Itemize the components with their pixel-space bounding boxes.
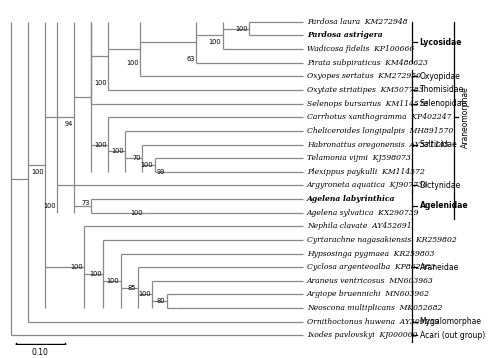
Text: 0.10: 0.10 (32, 348, 48, 357)
Text: Plexippus paykulli  KM114572: Plexippus paykulli KM114572 (306, 168, 424, 176)
Text: 99: 99 (157, 169, 165, 175)
Text: Cyrtarachne nagasakiensis  KR259802: Cyrtarachne nagasakiensis KR259802 (306, 236, 456, 244)
Text: Salticidae: Salticidae (420, 140, 458, 149)
Text: 85: 85 (128, 285, 136, 291)
Text: Oxyopidae: Oxyopidae (420, 72, 461, 81)
Text: Argiope bruennichi  MN603962: Argiope bruennichi MN603962 (306, 290, 430, 299)
Text: Pardosa astrigera: Pardosa astrigera (306, 32, 382, 39)
Text: Ornithoctonus huwena  AY309259: Ornithoctonus huwena AY309259 (306, 318, 439, 326)
Text: Wadicosa fidelis  KP100666: Wadicosa fidelis KP100666 (306, 45, 414, 53)
Text: Agelena sylvatica  KX290739: Agelena sylvatica KX290739 (306, 209, 419, 217)
Text: Mygalomorphae: Mygalomorphae (420, 317, 482, 326)
Text: 100: 100 (140, 162, 153, 168)
Text: 100: 100 (43, 203, 56, 209)
Text: Pirata subpiraticus  KM486623: Pirata subpiraticus KM486623 (306, 59, 428, 67)
Text: 100: 100 (106, 278, 119, 284)
Text: Thomisidae: Thomisidae (420, 86, 464, 95)
Text: Habronattus oregonensis  AY571145: Habronattus oregonensis AY571145 (306, 140, 448, 149)
Text: Agelena labyrinthica: Agelena labyrinthica (306, 195, 395, 203)
Text: Agelenidae: Agelenidae (420, 201, 468, 211)
Text: Carrhotus xanthogramma  KP402247: Carrhotus xanthogramma KP402247 (306, 113, 451, 121)
Text: 63: 63 (186, 55, 194, 62)
Text: Selenopidae: Selenopidae (420, 99, 467, 108)
Text: 100: 100 (94, 80, 107, 86)
Text: Hypsosinga pygmaea  KR259803: Hypsosinga pygmaea KR259803 (306, 250, 434, 257)
Text: 100: 100 (126, 60, 138, 66)
Text: Neoscona multiplicans  MK052682: Neoscona multiplicans MK052682 (306, 304, 442, 312)
Text: 94: 94 (64, 121, 73, 127)
Text: Telamonia vijmi  KJ598073: Telamonia vijmi KJ598073 (306, 154, 410, 162)
Text: Araneomorphae: Araneomorphae (461, 86, 470, 148)
Text: 100: 100 (236, 26, 248, 32)
Text: Oxytate striatipes  KM507783: Oxytate striatipes KM507783 (306, 86, 423, 94)
Text: Araneus ventricosus  MN603963: Araneus ventricosus MN603963 (306, 277, 434, 285)
Text: Argyroneta aquatica  KJ907736: Argyroneta aquatica KJ907736 (306, 182, 428, 189)
Text: Oxyopes sertatus  KM272950: Oxyopes sertatus KM272950 (306, 72, 420, 80)
Text: Nephila clavate  AY452691: Nephila clavate AY452691 (306, 222, 412, 230)
Text: Acari (out group): Acari (out group) (420, 331, 485, 340)
Text: Araneidae: Araneidae (420, 263, 459, 272)
Text: 100: 100 (70, 264, 82, 270)
Text: Cheliceroides longipalpis  MH891570: Cheliceroides longipalpis MH891570 (306, 127, 453, 135)
Text: 100: 100 (90, 271, 102, 277)
Text: 100: 100 (208, 39, 221, 45)
Text: 70: 70 (132, 155, 141, 161)
Text: 100: 100 (130, 210, 143, 216)
Text: Cyclosa argenteoalba  KP862583: Cyclosa argenteoalba KP862583 (306, 263, 435, 271)
Text: 100: 100 (31, 169, 44, 175)
Text: Pardosa laura  KM272948: Pardosa laura KM272948 (306, 18, 408, 26)
Text: Selenops bursarius  KM114573: Selenops bursarius KM114573 (306, 100, 428, 108)
Text: Lycosidae: Lycosidae (420, 38, 462, 47)
Text: 100: 100 (112, 148, 124, 154)
Text: 100: 100 (94, 141, 107, 147)
Text: 80: 80 (156, 298, 165, 304)
Text: Dictynidae: Dictynidae (420, 181, 461, 190)
Text: 100: 100 (138, 291, 150, 297)
Text: Ixodes pavlovskyi  KJ000060: Ixodes pavlovskyi KJ000060 (306, 332, 417, 339)
Text: 73: 73 (82, 200, 90, 206)
